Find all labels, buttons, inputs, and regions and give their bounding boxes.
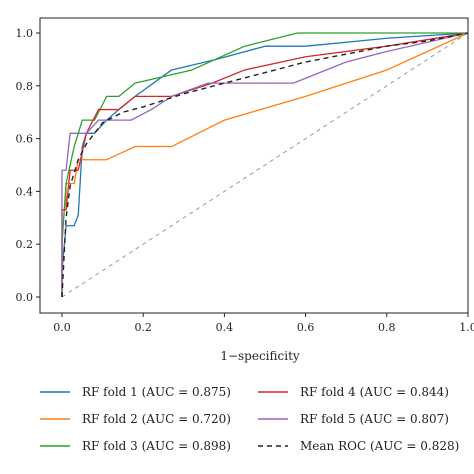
series-line-4 xyxy=(61,32,468,297)
legend: RF fold 1 (AUC = 0.875) RF fold 2 (AUC = … xyxy=(40,385,459,453)
x-tick-label: 0.2 xyxy=(134,321,152,334)
series-line-5 xyxy=(61,32,468,297)
plot-area xyxy=(61,32,468,298)
x-tick-label: 0.4 xyxy=(216,321,234,334)
plot-frame xyxy=(39,17,469,314)
legend-label-6: Mean ROC (AUC = 0.828) xyxy=(300,439,459,453)
legend-label-4: RF fold 4 (AUC = 0.844) xyxy=(300,385,449,399)
chance-line xyxy=(61,32,468,298)
x-tick-label: 0.8 xyxy=(378,321,396,334)
legend-label-5: RF fold 5 (AUC = 0.807) xyxy=(300,412,449,426)
series-line-1 xyxy=(61,32,468,297)
y-tick-label: 0.0 xyxy=(16,291,34,304)
y-tick-label: 1.0 xyxy=(16,27,34,40)
axis-ticks: 0.0 0.2 0.4 0.6 0.8 1.0 0.0 0.2 0.4 0.6 0.8 1.0 xyxy=(16,27,474,334)
series-line-3 xyxy=(61,32,468,297)
y-tick-label: 0.4 xyxy=(16,185,34,198)
y-tick-label: 0.8 xyxy=(16,80,34,93)
legend-label-2: RF fold 2 (AUC = 0.720) xyxy=(82,412,231,426)
legend-label-1: RF fold 1 (AUC = 0.875) xyxy=(82,385,231,399)
x-tick-label: 1.0 xyxy=(459,321,474,334)
y-tick-label: 0.6 xyxy=(16,133,34,146)
x-tick-label: 0.6 xyxy=(297,321,315,334)
legend-label-3: RF fold 3 (AUC = 0.898) xyxy=(82,439,231,453)
y-tick-label: 0.2 xyxy=(16,238,34,251)
x-axis-label: 1−specificity xyxy=(220,349,300,363)
x-tick-label: 0.0 xyxy=(53,321,71,334)
